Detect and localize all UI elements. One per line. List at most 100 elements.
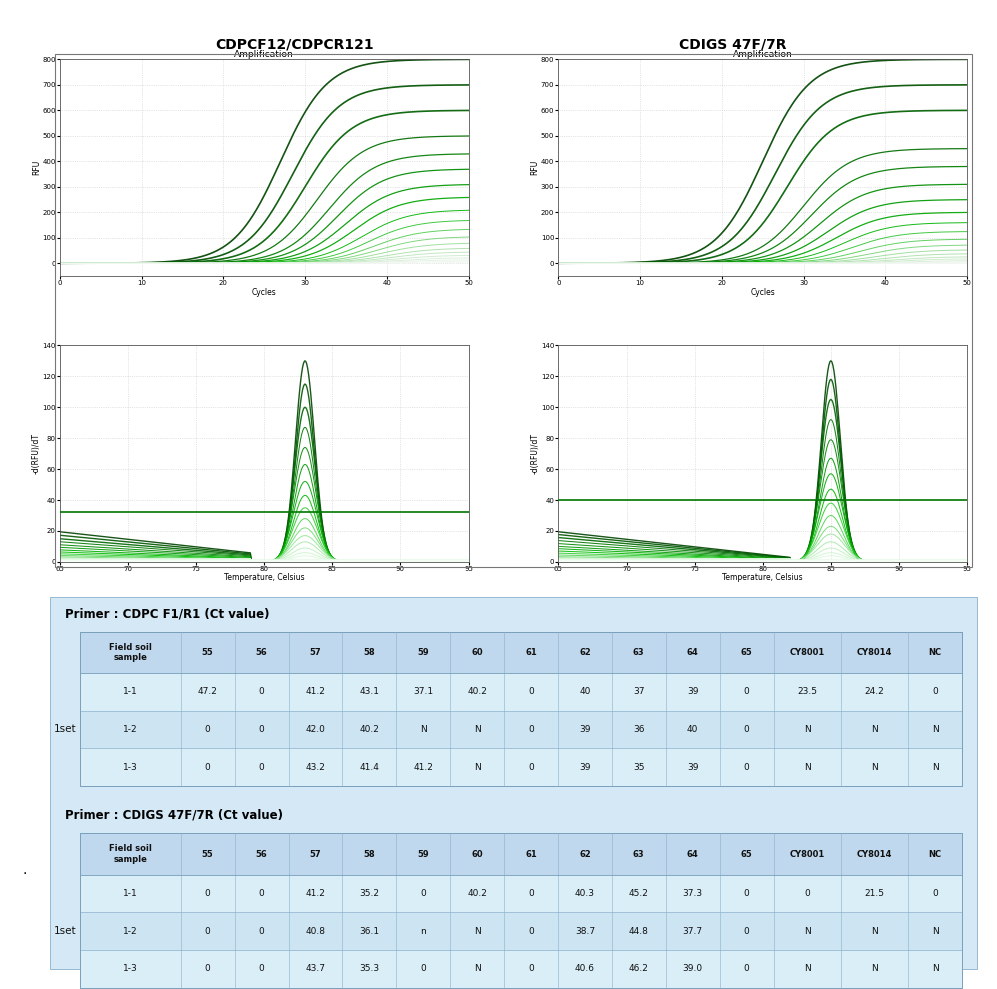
Text: n: n: [421, 927, 426, 936]
Text: 60: 60: [472, 850, 483, 858]
Text: 0: 0: [259, 889, 264, 898]
Title: Amplification: Amplification: [234, 49, 294, 58]
Text: 64: 64: [687, 648, 699, 657]
Text: 0: 0: [528, 763, 534, 771]
Text: NC: NC: [928, 850, 942, 858]
Text: 39: 39: [579, 763, 590, 771]
Text: 0: 0: [421, 889, 426, 898]
Text: N: N: [932, 927, 938, 936]
Text: 0: 0: [259, 687, 264, 696]
Text: N: N: [474, 763, 481, 771]
Text: 35: 35: [633, 763, 644, 771]
Text: 61: 61: [525, 850, 537, 858]
Text: 0: 0: [744, 889, 750, 898]
Text: 64: 64: [687, 850, 699, 858]
Text: 0: 0: [421, 964, 426, 973]
Text: CY8014: CY8014: [856, 648, 892, 657]
Text: N: N: [420, 725, 427, 734]
Text: 21.5: 21.5: [864, 889, 884, 898]
Text: 1-1: 1-1: [123, 889, 138, 898]
Text: N: N: [804, 725, 811, 734]
Text: 41.4: 41.4: [360, 763, 379, 771]
Text: N: N: [871, 763, 878, 771]
Text: 47.2: 47.2: [197, 687, 217, 696]
Text: 39: 39: [579, 725, 590, 734]
Text: 0: 0: [744, 964, 750, 973]
Y-axis label: -d(RFU)/dT: -d(RFU)/dT: [530, 433, 539, 474]
Text: 0: 0: [259, 964, 264, 973]
Text: 40.3: 40.3: [575, 889, 595, 898]
Text: 63: 63: [633, 850, 645, 858]
Text: 44.8: 44.8: [629, 927, 649, 936]
Text: 0: 0: [259, 725, 264, 734]
Text: 65: 65: [741, 648, 753, 657]
Text: 41.2: 41.2: [305, 889, 325, 898]
Text: Field soil
sample: Field soil sample: [109, 845, 152, 863]
Text: 40.2: 40.2: [468, 687, 488, 696]
Text: N: N: [871, 964, 878, 973]
Text: N: N: [474, 927, 481, 936]
Text: 61: 61: [525, 648, 537, 657]
Text: 57: 57: [310, 648, 321, 657]
X-axis label: Cycles: Cycles: [751, 288, 775, 297]
Text: 41.2: 41.2: [305, 687, 325, 696]
Text: .: .: [23, 863, 27, 877]
X-axis label: Temperature, Celsius: Temperature, Celsius: [224, 574, 304, 583]
Text: 41.2: 41.2: [414, 763, 434, 771]
Title: Amplification: Amplification: [733, 49, 793, 58]
Text: 0: 0: [744, 763, 750, 771]
Text: 0: 0: [932, 889, 938, 898]
X-axis label: Cycles: Cycles: [252, 288, 276, 297]
Text: 1-2: 1-2: [123, 927, 138, 936]
Text: 40.8: 40.8: [305, 927, 325, 936]
Text: 45.2: 45.2: [629, 889, 649, 898]
Text: 1-3: 1-3: [123, 763, 138, 771]
Text: 24.2: 24.2: [864, 687, 884, 696]
Text: N: N: [804, 964, 811, 973]
Text: 56: 56: [256, 850, 267, 858]
Text: 39.0: 39.0: [683, 964, 703, 973]
Text: 1-1: 1-1: [123, 687, 138, 696]
Text: 43.1: 43.1: [359, 687, 380, 696]
Text: 57: 57: [310, 850, 321, 858]
Text: NC: NC: [928, 648, 942, 657]
Text: 42.0: 42.0: [305, 725, 325, 734]
Text: 46.2: 46.2: [629, 964, 649, 973]
Text: N: N: [804, 927, 811, 936]
Y-axis label: -d(RFU)/dT: -d(RFU)/dT: [32, 433, 41, 474]
Text: N: N: [932, 763, 938, 771]
Text: 55: 55: [201, 648, 213, 657]
Text: 1set: 1set: [54, 927, 76, 937]
Text: 37.3: 37.3: [683, 889, 703, 898]
Text: 40.2: 40.2: [468, 889, 488, 898]
Text: 43.2: 43.2: [305, 763, 325, 771]
Text: CDPCF12/CDPCR121: CDPCF12/CDPCR121: [214, 38, 374, 51]
Text: N: N: [932, 964, 938, 973]
Text: 60: 60: [472, 648, 483, 657]
Text: 1-2: 1-2: [123, 725, 138, 734]
Text: 39: 39: [687, 687, 699, 696]
Text: 62: 62: [579, 648, 591, 657]
Text: CY8001: CY8001: [790, 648, 825, 657]
Text: 35.2: 35.2: [359, 889, 380, 898]
Text: 37.1: 37.1: [413, 687, 434, 696]
Text: 0: 0: [744, 687, 750, 696]
Text: Primer : CDIGS 47F/7R (Ct value): Primer : CDIGS 47F/7R (Ct value): [65, 809, 283, 822]
X-axis label: Temperature, Celsius: Temperature, Celsius: [723, 574, 803, 583]
Text: 0: 0: [744, 725, 750, 734]
Text: 0: 0: [744, 927, 750, 936]
Text: 0: 0: [528, 725, 534, 734]
Text: 0: 0: [204, 927, 210, 936]
Text: 0: 0: [932, 687, 938, 696]
Text: 37.7: 37.7: [683, 927, 703, 936]
Text: CY8001: CY8001: [790, 850, 825, 858]
Text: 58: 58: [364, 850, 375, 858]
Text: 1set: 1set: [54, 725, 76, 735]
Text: CDIGS 47F/7R: CDIGS 47F/7R: [679, 38, 787, 51]
Text: 39: 39: [687, 763, 699, 771]
Text: 40.6: 40.6: [575, 964, 595, 973]
Text: N: N: [871, 927, 878, 936]
Text: 58: 58: [364, 648, 375, 657]
Text: 35.3: 35.3: [359, 964, 380, 973]
Text: 59: 59: [418, 850, 429, 858]
